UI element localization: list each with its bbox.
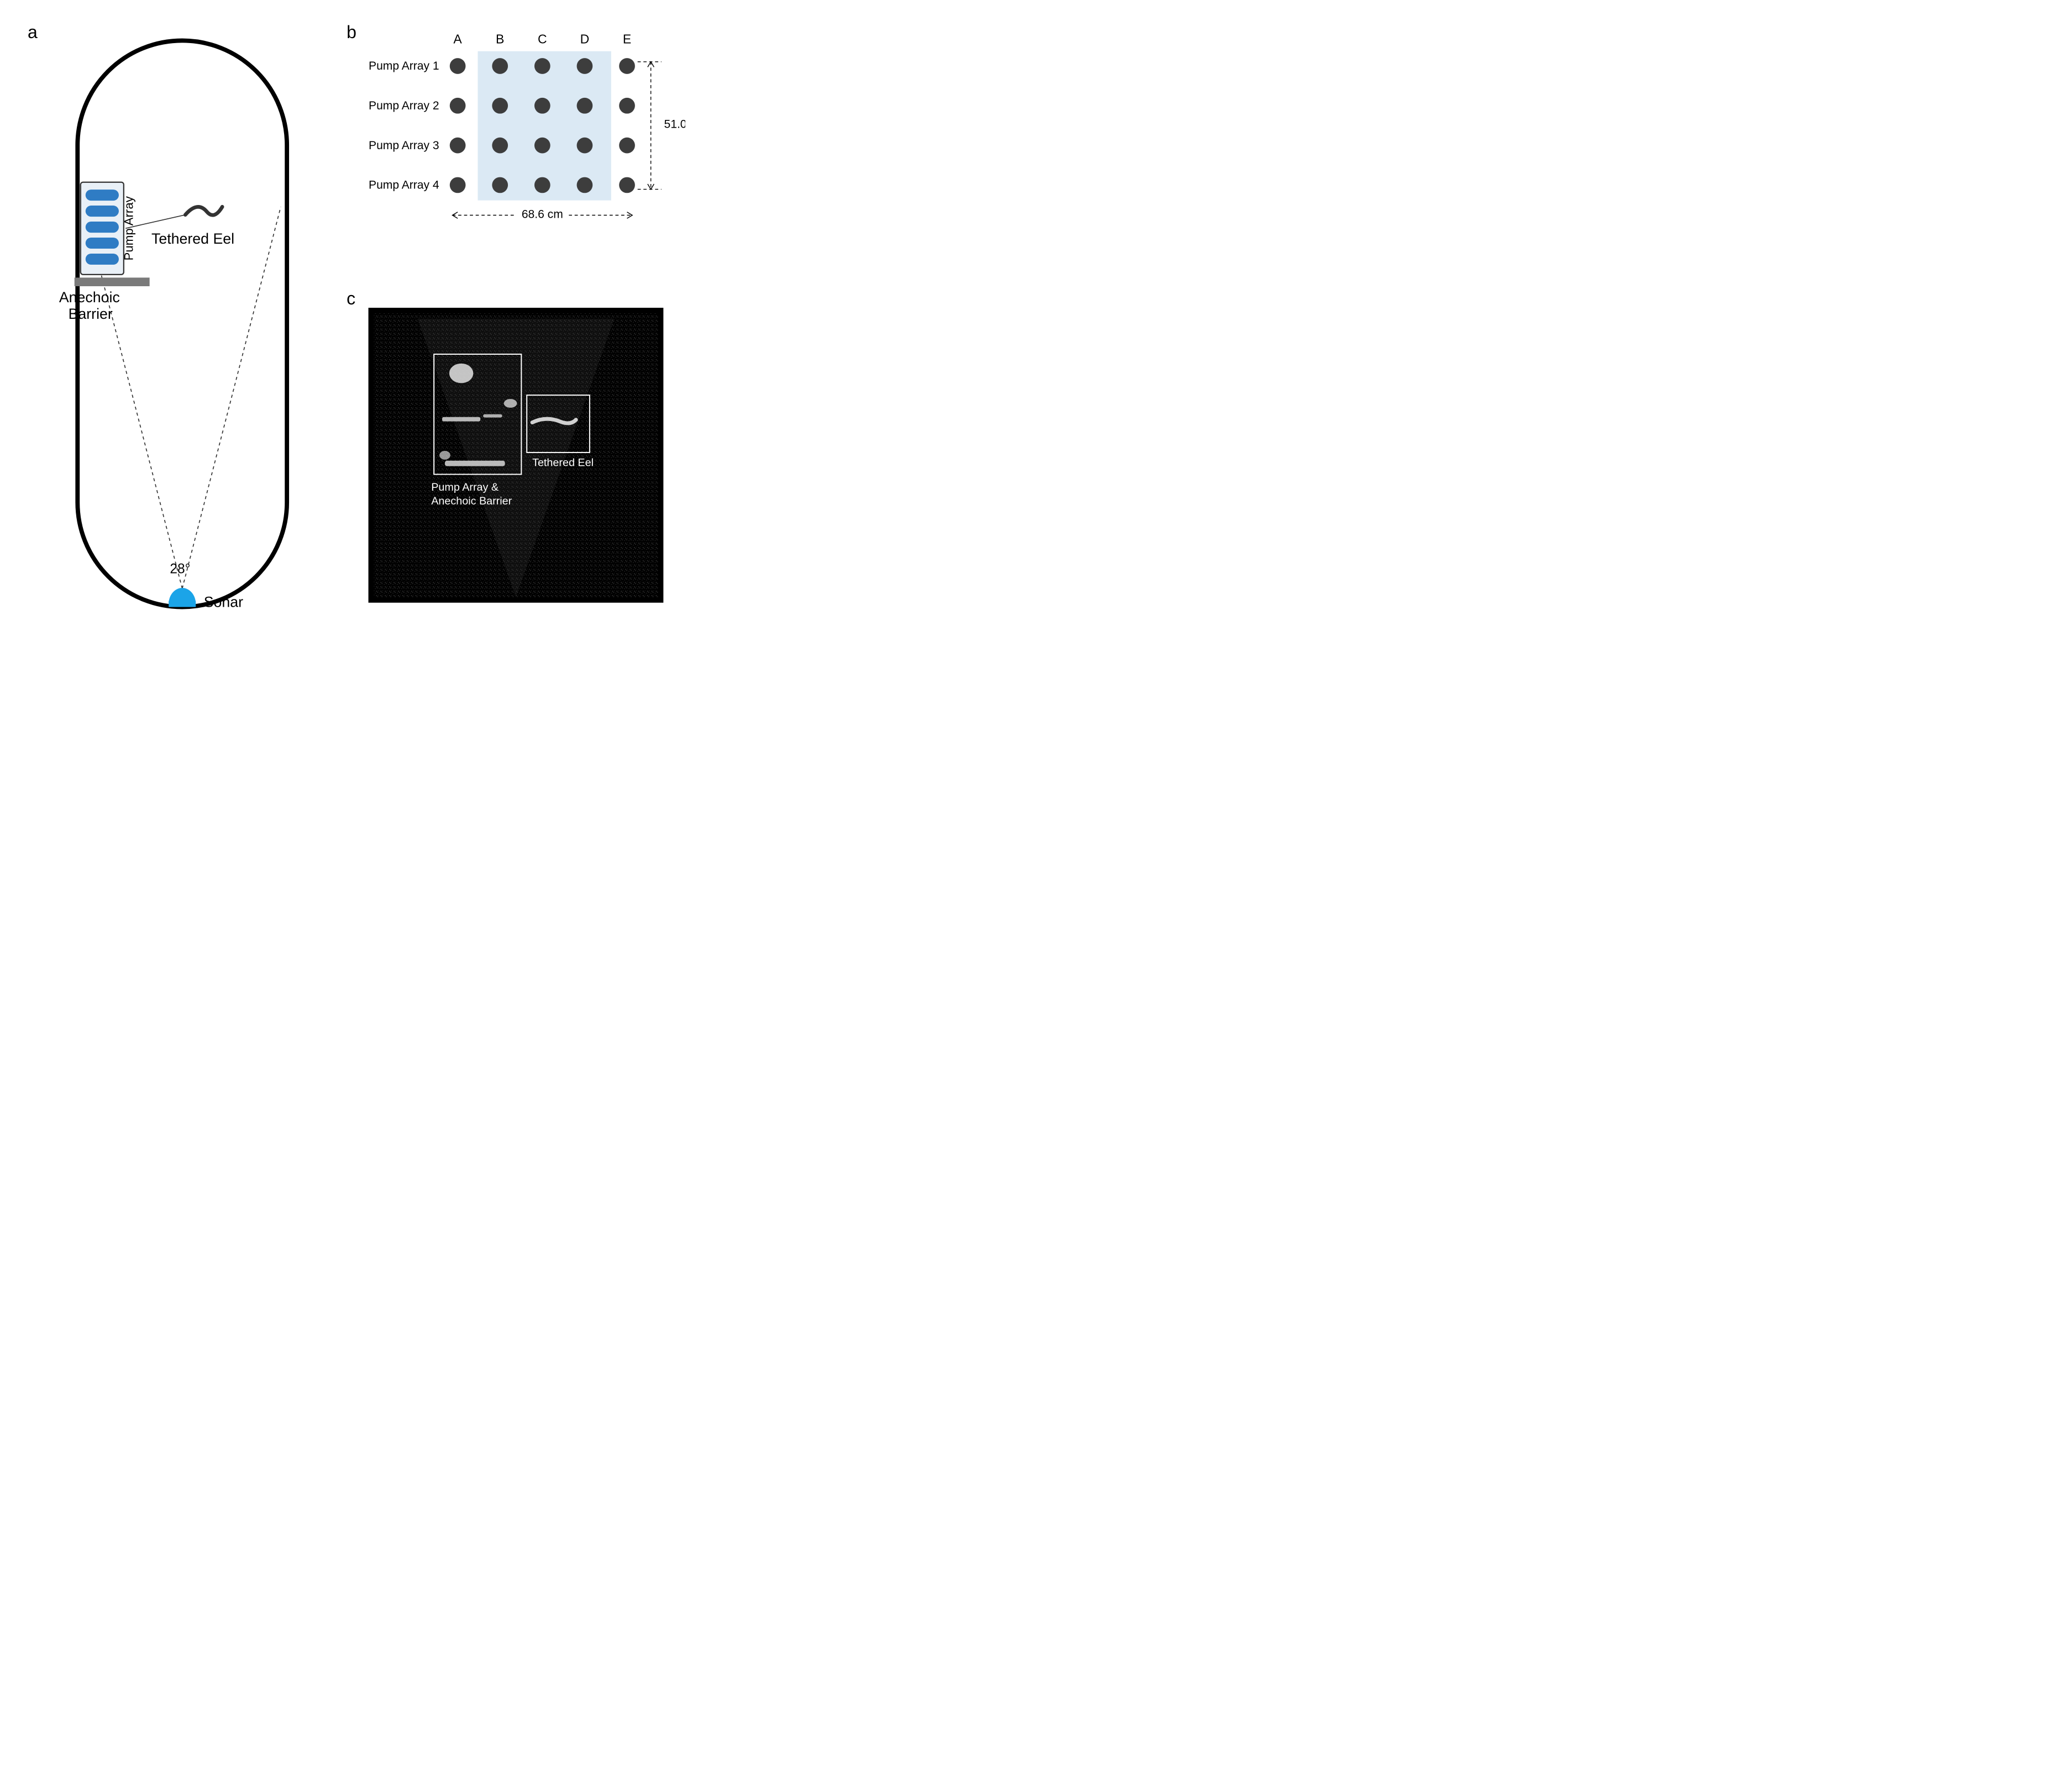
panel-b-svg: A B C D E Pump Array 1 Pump Array 2 Pump… xyxy=(347,22,685,250)
col-A: A xyxy=(454,31,463,46)
panel-b-label: b xyxy=(347,22,356,43)
anechoic-label-1: Anechoic xyxy=(59,289,120,306)
pump-annot-1: Pump Array & xyxy=(431,482,499,494)
col-C: C xyxy=(538,31,547,46)
row-3-label: Pump Array 3 xyxy=(369,139,439,152)
col-B: B xyxy=(496,31,504,46)
sonar-label: Sonar xyxy=(204,594,243,611)
figure: a Anechoic Barrier Pump Array xyxy=(22,22,685,625)
eel-annot: Tethered Eel xyxy=(532,457,594,469)
width-label: 68.6 cm xyxy=(522,208,563,220)
row-1-label: Pump Array 1 xyxy=(369,60,439,72)
pump-4 xyxy=(86,238,119,249)
fov-angle-label: 28° xyxy=(170,561,190,576)
pump-annot-2: Anechoic Barrier xyxy=(431,495,512,507)
height-label: 51.0 cm xyxy=(664,118,685,131)
panel-b: b A B C D E Pump Array 1 Pump Array 2 Pu… xyxy=(347,22,685,272)
col-E: E xyxy=(623,31,631,46)
sonar-base xyxy=(169,601,196,607)
panel-a-label: a xyxy=(28,22,38,43)
panel-c: c xyxy=(347,288,685,625)
panel-a-svg: Anechoic Barrier Pump Array Tethered Eel… xyxy=(22,22,330,625)
panel-a: a Anechoic Barrier Pump Array xyxy=(22,22,330,625)
col-D: D xyxy=(580,31,590,46)
row-2-label: Pump Array 2 xyxy=(369,99,439,112)
panel-c-svg: Tethered Eel Pump Array & Anechoic Barri… xyxy=(347,308,685,603)
row-4-label: Pump Array 4 xyxy=(369,179,439,192)
pump-2 xyxy=(86,206,119,217)
pump-5 xyxy=(86,254,119,265)
tank-shape xyxy=(77,40,287,607)
pump-3 xyxy=(86,222,119,233)
anechoic-barrier xyxy=(75,277,150,286)
pump-1 xyxy=(86,190,119,201)
eel-label: Tethered Eel xyxy=(151,230,234,247)
anechoic-label-2: Barrier xyxy=(69,306,113,322)
pump-array-label: Pump Array xyxy=(122,196,136,260)
panel-c-label: c xyxy=(347,288,355,309)
